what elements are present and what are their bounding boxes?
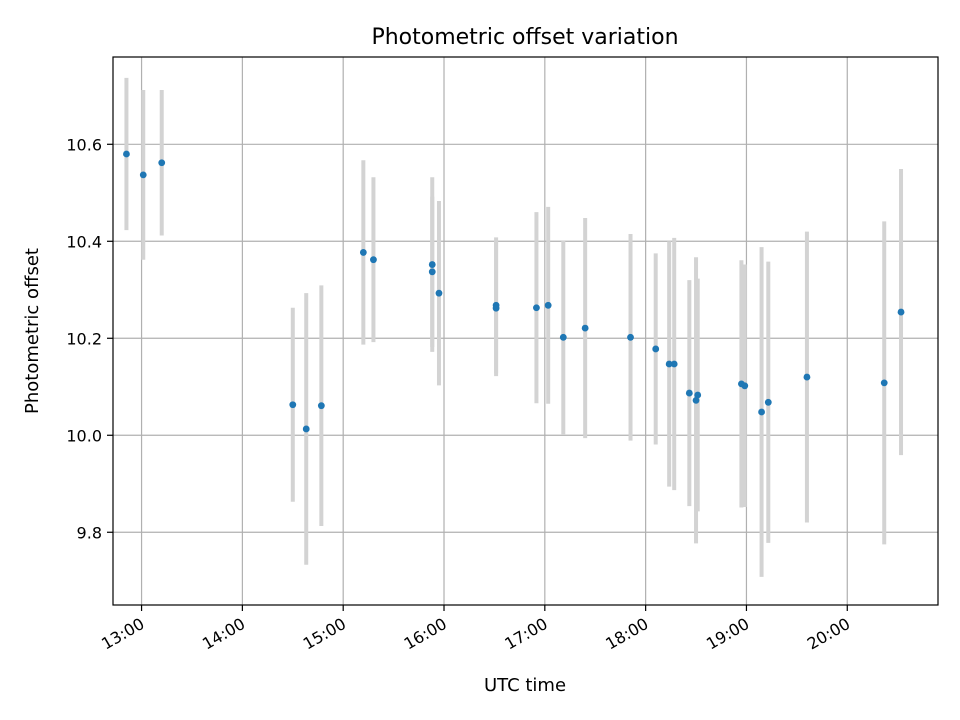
data-point [370, 256, 377, 263]
data-point [694, 392, 701, 399]
data-point [429, 268, 436, 275]
data-point [741, 382, 748, 389]
y-tick-label: 10.0 [66, 426, 102, 445]
y-tick-label: 10.2 [66, 329, 102, 348]
data-point [686, 390, 693, 397]
data-point [804, 374, 811, 381]
data-point [360, 249, 367, 256]
data-point [627, 334, 634, 341]
data-point [303, 426, 310, 433]
data-point [436, 290, 443, 297]
data-point [493, 305, 500, 312]
data-point [765, 399, 772, 406]
data-point [582, 325, 589, 332]
y-tick-label: 9.8 [77, 523, 102, 542]
data-point [140, 171, 147, 178]
y-tick-label: 10.4 [66, 232, 102, 251]
data-point [881, 379, 888, 386]
data-point [158, 159, 165, 166]
data-point [429, 261, 436, 268]
data-point [652, 346, 659, 353]
data-point [533, 304, 540, 311]
data-point [289, 401, 296, 408]
y-tick-label: 10.6 [66, 135, 102, 154]
data-point [123, 151, 130, 158]
data-point [560, 334, 567, 341]
data-point [545, 302, 552, 309]
data-point [758, 409, 765, 416]
data-point [318, 402, 325, 409]
x-axis-label: UTC time [484, 675, 566, 696]
data-point [898, 309, 905, 316]
data-point [671, 361, 678, 368]
y-axis-label: Photometric offset [22, 248, 43, 414]
chart-title: Photometric offset variation [371, 25, 678, 50]
